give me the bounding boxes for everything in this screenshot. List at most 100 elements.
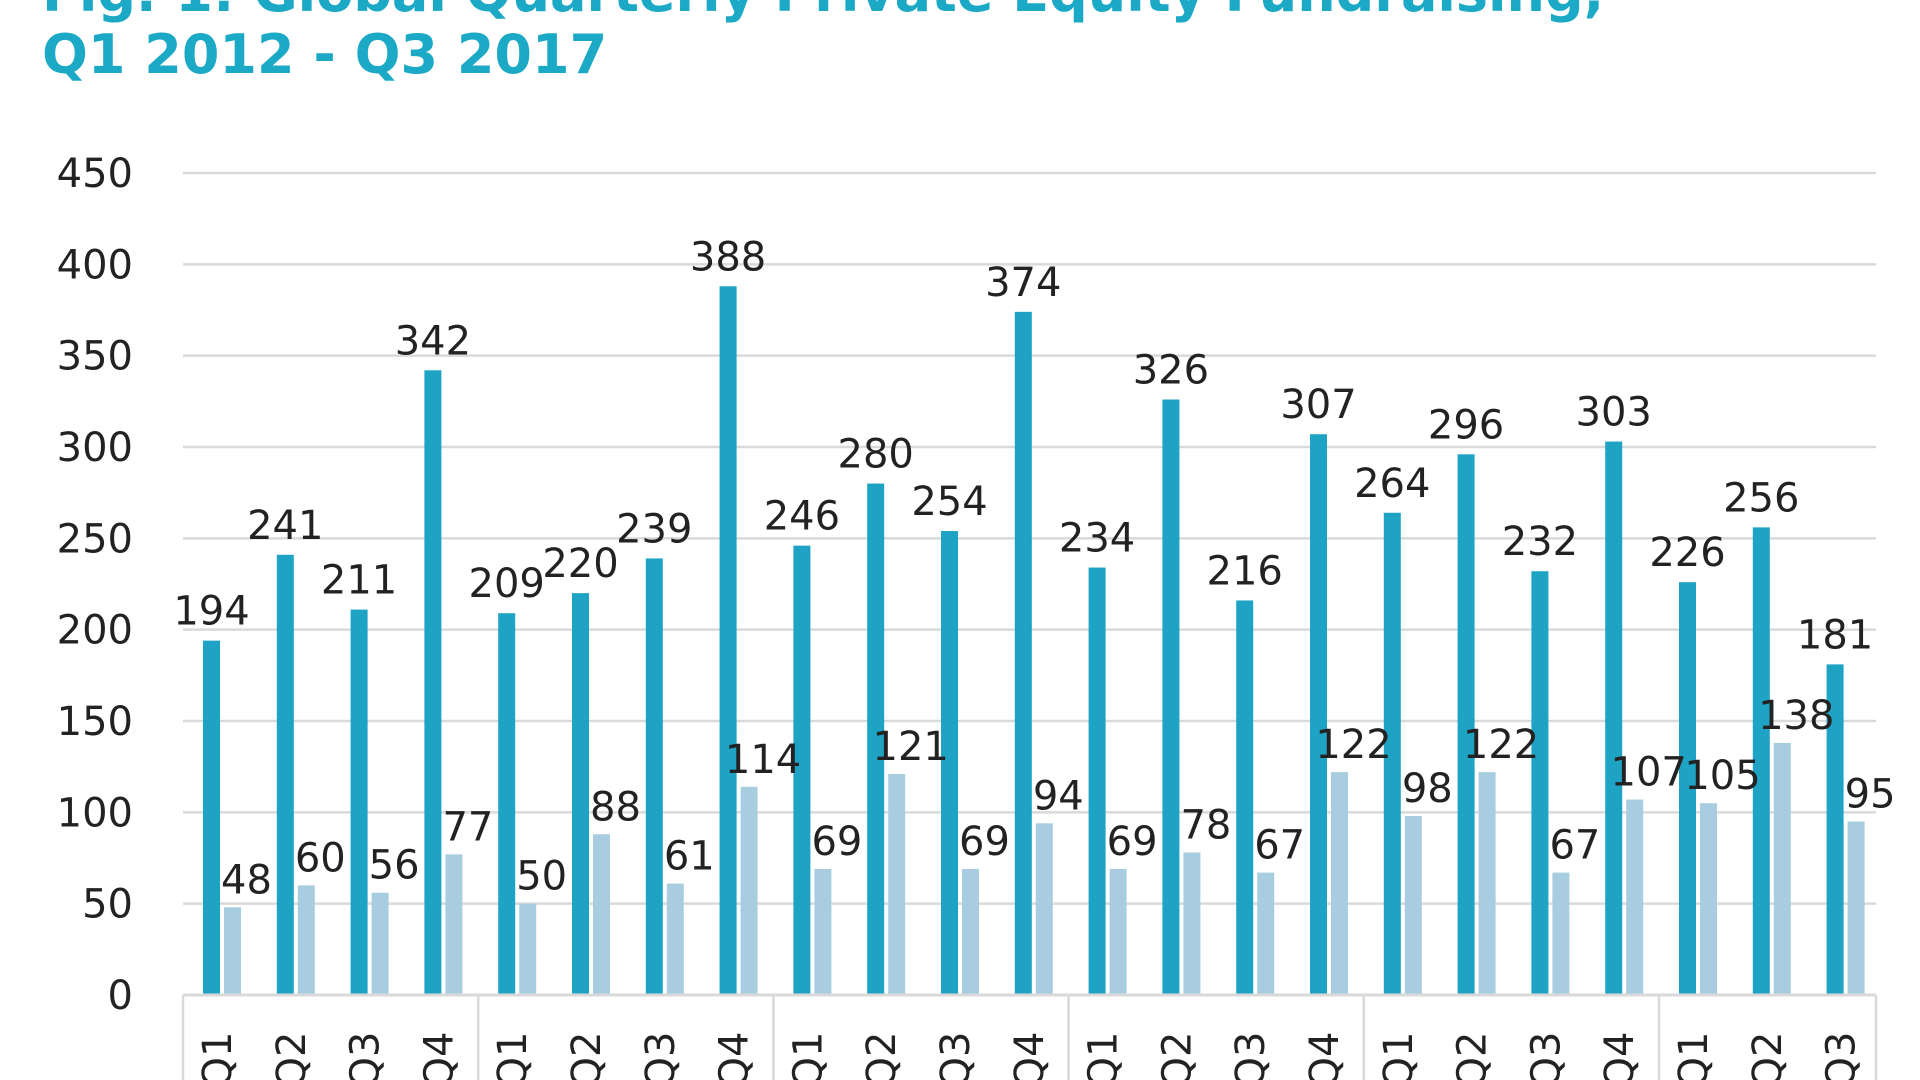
chart-title-line-1: Fig. 1: Global Quarterly Private Equity …: [42, 0, 1604, 24]
data-label-series-2: 105: [1684, 753, 1760, 799]
x-tick-label: Q2: [1745, 1032, 1791, 1080]
data-label-series-1: 246: [764, 494, 840, 540]
y-tick-label: 400: [57, 242, 133, 288]
data-label-series-1: 234: [1059, 516, 1135, 562]
x-tick-label: Q4: [1302, 1032, 1348, 1080]
bar-series-1: [1826, 664, 1844, 995]
data-label-series-1: 303: [1576, 390, 1652, 436]
data-label-series-1: 342: [395, 318, 471, 364]
x-tick-label: Q2: [1450, 1032, 1496, 1080]
data-label-series-1: 216: [1207, 548, 1283, 594]
data-label-series-2: 138: [1758, 693, 1834, 739]
bar-series-2: [1773, 742, 1791, 995]
y-tick-label: 100: [57, 790, 133, 836]
bar-series-1: [867, 483, 885, 995]
data-label-series-1: 280: [838, 432, 914, 478]
bar-series-2: [224, 907, 241, 995]
x-tick-label: Q3: [1228, 1032, 1274, 1080]
bar-series-2: [1700, 803, 1717, 995]
data-label-series-1: 254: [911, 479, 987, 525]
data-label-series-2: 122: [1315, 722, 1391, 768]
x-tick-label: Q1: [785, 1032, 831, 1080]
data-labels: 194 48 241 60 211 56 342 77 209 50 220 88 239 61 388 11…: [173, 234, 1895, 903]
x-tick-label: Q2: [564, 1032, 610, 1080]
bar-series-1: [276, 554, 294, 995]
x-tick-label: Q3: [933, 1032, 979, 1080]
bar-series-1: [1014, 311, 1032, 995]
bar-series-1: [941, 531, 958, 995]
x-tick-label: Q3: [1819, 1032, 1865, 1080]
data-label-series-1: 220: [542, 541, 618, 587]
data-label-series-2: 98: [1402, 766, 1453, 812]
data-label-series-2: 107: [1611, 750, 1687, 796]
bar-series-1: [1679, 582, 1696, 995]
x-tick-label: Q4: [1007, 1032, 1053, 1080]
data-label-series-2: 88: [590, 784, 641, 830]
x-tick-label: Q3: [343, 1032, 389, 1080]
bar-series-1: [203, 640, 220, 995]
data-label-series-2: 69: [959, 819, 1010, 865]
data-label-series-1: 256: [1723, 475, 1799, 521]
bar-series-2: [1847, 821, 1865, 995]
x-tick-label: Q1: [1081, 1032, 1127, 1080]
x-tick-label: Q4: [712, 1032, 758, 1080]
x-tick-label: Q4: [1597, 1032, 1643, 1080]
y-tick-label: 450: [57, 151, 133, 197]
bar-series-2: [297, 885, 315, 995]
bar-series-1: [1457, 454, 1475, 996]
y-tick-label: 150: [57, 699, 133, 745]
data-label-series-2: 77: [442, 804, 493, 850]
bar-series-2: [445, 854, 463, 995]
bar-series-2: [666, 883, 684, 995]
bar-series-2: [1109, 868, 1127, 995]
bar-series-2: [371, 892, 389, 995]
bar-series-2: [888, 773, 906, 995]
data-label-series-1: 241: [247, 503, 323, 549]
data-label-series-2: 69: [811, 819, 862, 865]
chart-title-line-2: Q1 2012 - Q3 2017: [42, 22, 608, 86]
data-label-series-1: 194: [173, 589, 249, 635]
data-label-series-1: 239: [616, 506, 692, 552]
bar-series-2: [1035, 823, 1053, 995]
bar-series-1: [1605, 441, 1623, 995]
x-tick-label: Q4: [416, 1032, 462, 1080]
data-label-series-2: 67: [1549, 823, 1600, 869]
x-tick-label: Q1: [195, 1032, 241, 1080]
bar-series-1: [1236, 600, 1254, 995]
bar-series-2: [962, 868, 979, 995]
data-label-series-2: 78: [1180, 803, 1231, 849]
data-label-series-2: 122: [1463, 722, 1539, 768]
y-tick-label: 350: [57, 334, 133, 380]
bar-series-1: [719, 286, 737, 996]
data-label-series-2: 94: [1033, 773, 1084, 819]
bar-series-1: [1531, 571, 1549, 995]
data-label-series-2: 69: [1107, 819, 1158, 865]
data-label-series-2: 67: [1254, 823, 1305, 869]
x-tick-label: Q2: [269, 1032, 315, 1080]
bar-series-1: [1088, 567, 1106, 995]
data-label-series-1: 226: [1649, 530, 1725, 576]
data-label-series-2: 50: [516, 854, 567, 900]
bar-series-1: [350, 609, 368, 995]
data-label-series-2: 56: [369, 843, 420, 889]
x-tick-label: Q1: [1376, 1032, 1422, 1080]
bar-series-2: [1183, 852, 1201, 995]
data-label-series-1: 296: [1428, 402, 1504, 448]
data-label-series-2: 95: [1845, 771, 1896, 817]
x-tick-label: Q1: [1671, 1032, 1717, 1080]
x-tick-label: Q2: [1154, 1032, 1200, 1080]
data-label-series-1: 374: [985, 260, 1061, 306]
data-label-series-1: 209: [469, 561, 545, 607]
data-label-series-2: 121: [873, 724, 949, 770]
data-label-series-1: 211: [321, 558, 397, 604]
bar-series-2: [1478, 772, 1496, 995]
data-label-series-1: 264: [1354, 461, 1430, 507]
data-label-series-1: 181: [1797, 612, 1873, 658]
bar-series-1: [1383, 512, 1401, 995]
y-tick-label: 300: [57, 425, 133, 471]
data-label-series-2: 48: [221, 857, 272, 903]
bar-series-1: [1310, 434, 1327, 995]
x-tick-label: Q1: [490, 1032, 536, 1080]
y-tick-label: 200: [57, 608, 133, 654]
